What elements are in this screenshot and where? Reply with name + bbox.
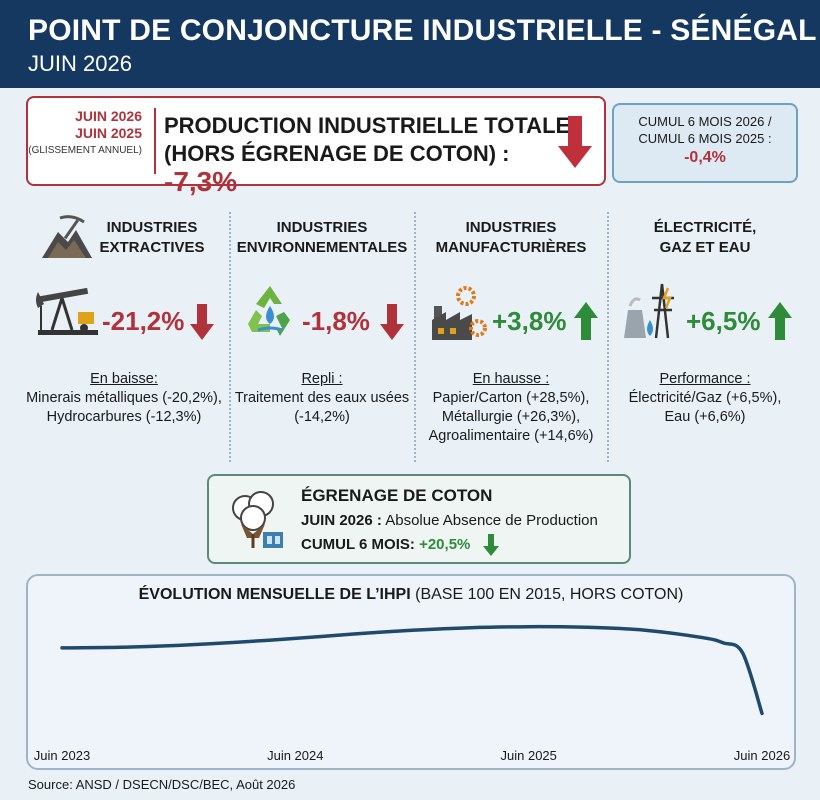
cotton-row-june: JUIN 2026 : Absolue Absence de Productio… bbox=[301, 512, 598, 529]
recycle-icon bbox=[248, 286, 290, 336]
sector-extractive-value: -21,2% bbox=[102, 306, 185, 336]
cotton-row-june-label: JUIN 2026 : bbox=[301, 512, 382, 529]
total-production-box: JUIN 2026 JUIN 2025 (GLISSEMENT ANNUEL) … bbox=[26, 96, 606, 196]
header-banner: POINT DE CONJONCTURE INDUSTRIELLE - SÉNÉ… bbox=[0, 0, 820, 88]
sector-extractive-line: Hydrocarbures (-12,3%) bbox=[46, 409, 202, 425]
chart-title: ÉVOLUTION MENSUELLE DE L’IHPI bbox=[138, 586, 411, 603]
cumulative-label-2: CUMUL 6 MOIS 2025 : bbox=[638, 131, 772, 146]
sector-manufacturing-line: Agroalimentaire (+14,6%) bbox=[428, 428, 594, 444]
chart-title-block: ÉVOLUTION MENSUELLE DE L’IHPI (BASE 100 … bbox=[28, 586, 794, 604]
mining-icon bbox=[42, 215, 92, 258]
sector-extractive-line: Minerais métalliques (-20,2%), bbox=[26, 390, 222, 406]
x-tick-label: Juin 2026 bbox=[734, 748, 790, 763]
sector-extractive-name-1: INDUSTRIES bbox=[106, 219, 198, 236]
sector-manufacturing-line: Papier/Carton (+28,5%), bbox=[432, 390, 590, 406]
sector-manufacturing-value: +3,8% bbox=[492, 306, 567, 336]
page-title: POINT DE CONJONCTURE INDUSTRIELLE - SÉNÉ… bbox=[28, 14, 817, 47]
period-previous: JUIN 2025 bbox=[75, 125, 142, 141]
x-tick-label: Juin 2023 bbox=[34, 748, 90, 763]
sector-environmental-name-1: INDUSTRIES bbox=[276, 219, 368, 236]
sector-environmental-name: INDUSTRIES ENVIRONNEMENTALES bbox=[230, 218, 414, 258]
sector-energy-name-1: ÉLECTRICITÉ, bbox=[653, 219, 757, 236]
divider bbox=[229, 212, 231, 462]
sector-energy-name-2: GAZ ET EAU bbox=[659, 239, 751, 256]
sector-environmental-line: (-14,2%) bbox=[294, 409, 350, 425]
sector-extractive-name-2: EXTRACTIVES bbox=[99, 239, 205, 256]
sector-environmental-name-2: ENVIRONNEMENTALES bbox=[236, 239, 408, 256]
power-plant-icon bbox=[624, 283, 674, 339]
cumulative-label-1: CUMUL 6 MOIS 2026 / bbox=[638, 114, 772, 129]
sector-energy-details: Performance : Électricité/Gaz (+6,5%), E… bbox=[608, 370, 802, 427]
up-arrow-icon bbox=[768, 302, 792, 340]
oil-pump-icon bbox=[36, 287, 98, 335]
sector-environmental: INDUSTRIES ENVIRONNEMENTALES -1,8% Repli… bbox=[230, 210, 414, 470]
period-note: (GLISSEMENT ANNUEL) bbox=[28, 145, 142, 156]
cumulative-box: CUMUL 6 MOIS 2026 / CUMUL 6 MOIS 2025 : … bbox=[612, 103, 798, 183]
factory-icon bbox=[432, 286, 487, 340]
down-arrow-icon bbox=[190, 304, 214, 340]
cumulative-value: -0,4% bbox=[684, 149, 726, 166]
cotton-row-cumul: CUMUL 6 MOIS: +20,5% bbox=[301, 536, 470, 553]
sector-environmental-heading: Repli : bbox=[301, 371, 343, 387]
x-tick-label: Juin 2024 bbox=[267, 748, 323, 763]
sector-environmental-details: Repli : Traitement des eaux usées (-14,2… bbox=[230, 370, 414, 427]
period-block: JUIN 2026 JUIN 2025 (GLISSEMENT ANNUEL) bbox=[28, 108, 156, 174]
ihpi-chart: ÉVOLUTION MENSUELLE DE L’IHPI (BASE 100 … bbox=[26, 574, 796, 770]
sector-extractive: INDUSTRIES EXTRACTIVES -21,2% En baisse:… bbox=[18, 210, 230, 470]
page-subtitle: JUIN 2026 bbox=[28, 51, 132, 76]
sector-energy-line: Électricité/Gaz (+6,5%), bbox=[628, 390, 782, 406]
sector-manufacturing-heading: En hausse : bbox=[472, 371, 550, 387]
sector-energy-line: Eau (+6,6%) bbox=[664, 409, 746, 425]
sector-extractive-details: En baisse: Minerais métalliques (-20,2%)… bbox=[18, 370, 230, 427]
cotton-row-cumul-label: CUMUL 6 MOIS: bbox=[301, 536, 415, 553]
sector-energy-value: +6,5% bbox=[686, 306, 761, 336]
total-production-line2: (HORS ÉGRENAGE DE COTON) : bbox=[164, 141, 510, 166]
cotton-row-cumul-value: +20,5% bbox=[419, 536, 471, 553]
down-arrow-icon bbox=[380, 304, 404, 340]
sector-environmental-line: Traitement des eaux usées bbox=[234, 390, 410, 406]
sector-manufacturing-name: INDUSTRIES MANUFACTURIÈRES bbox=[416, 218, 606, 258]
sector-extractive-name: INDUSTRIES EXTRACTIVES bbox=[88, 218, 216, 258]
chart-plot: Juin 2023 Juin 2024 Juin 2025 Juin 2026 bbox=[34, 624, 790, 763]
chart-subtitle: (BASE 100 EN 2015, HORS COTON) bbox=[415, 586, 684, 603]
down-arrow-icon bbox=[558, 116, 592, 168]
sector-extractive-heading: En baisse: bbox=[90, 371, 158, 387]
cotton-row-june-value: Absolue Absence de Production bbox=[385, 512, 598, 529]
down-arrow-icon bbox=[483, 534, 499, 556]
divider bbox=[607, 212, 609, 462]
total-production-line1: PRODUCTION INDUSTRIELLE TOTALE bbox=[164, 113, 571, 138]
sector-manufacturing-line: Métallurgie (+26,3%), bbox=[441, 409, 581, 425]
sector-manufacturing-name-1: INDUSTRIES bbox=[465, 219, 557, 236]
source-note: Source: ANSD / DSECN/DSC/BEC, Août 2026 bbox=[28, 777, 296, 792]
sector-environmental-value: -1,8% bbox=[302, 306, 370, 336]
sector-manufacturing-name-2: MANUFACTURIÈRES bbox=[435, 239, 587, 256]
period-current: JUIN 2026 bbox=[75, 108, 142, 124]
total-production-label: PRODUCTION INDUSTRIELLE TOTALE (HORS ÉGR… bbox=[164, 112, 584, 198]
sector-manufacturing: INDUSTRIES MANUFACTURIÈRES +3,8% En haus… bbox=[416, 210, 606, 470]
cotton-ginning-box: ÉGRENAGE DE COTON JUIN 2026 : Absolue Ab… bbox=[207, 474, 631, 564]
up-arrow-icon bbox=[574, 302, 598, 340]
divider bbox=[414, 212, 416, 462]
sector-manufacturing-details: En hausse : Papier/Carton (+28,5%), Méta… bbox=[416, 370, 606, 446]
cotton-icon bbox=[232, 491, 283, 548]
sector-energy: ÉLECTRICITÉ, GAZ ET EAU +6,5% Performanc… bbox=[608, 210, 802, 470]
sector-energy-heading: Performance : bbox=[659, 371, 751, 387]
sector-energy-name: ÉLECTRICITÉ, GAZ ET EAU bbox=[608, 218, 802, 258]
ihpi-series-line bbox=[60, 624, 764, 716]
total-production-value: -7,3% bbox=[164, 166, 238, 197]
cotton-title: ÉGRENAGE DE COTON bbox=[301, 486, 493, 505]
x-tick-label: Juin 2025 bbox=[501, 748, 557, 763]
